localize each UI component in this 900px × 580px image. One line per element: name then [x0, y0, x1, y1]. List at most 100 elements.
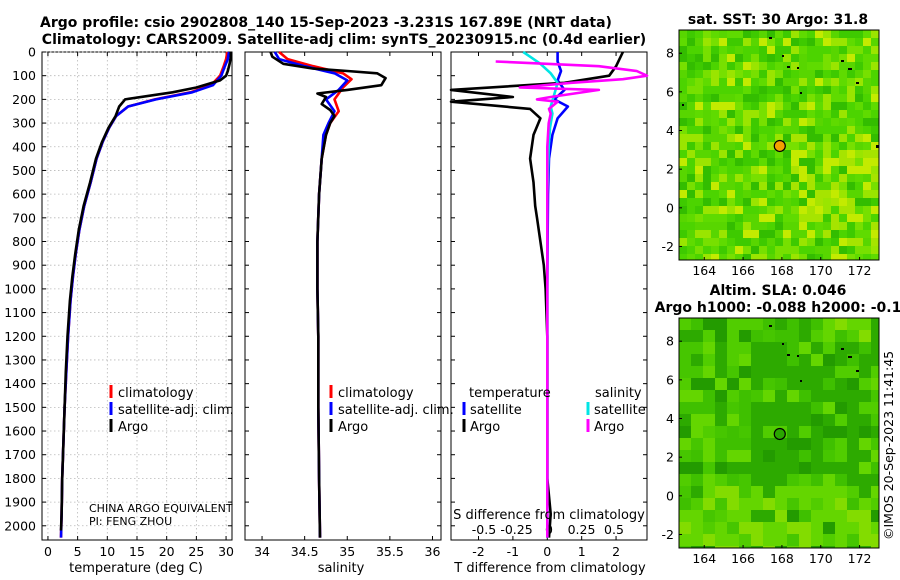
map-cell: [855, 94, 863, 102]
salinity-series: [269, 51, 387, 538]
map-cell: [691, 534, 703, 546]
map-cell: [815, 78, 823, 86]
map-cell: [775, 174, 783, 182]
map-cell: [787, 330, 799, 342]
map-cell: [799, 46, 807, 54]
map-cell: [811, 546, 823, 548]
map-cell: [751, 474, 763, 486]
map-cell: [847, 474, 859, 486]
x-tick-label: 2: [612, 544, 620, 559]
map-cell: [727, 546, 739, 548]
map-cell: [871, 134, 879, 142]
map-cell: [759, 38, 767, 46]
map-cell: [863, 94, 871, 102]
map-cell: [823, 254, 831, 260]
map-cell: [847, 62, 855, 70]
map-cell: [775, 62, 783, 70]
map-cell: [807, 182, 815, 190]
map-cell: [823, 190, 831, 198]
map-cell: [767, 134, 775, 142]
map-cell: [859, 390, 871, 402]
x-tick-label: 1: [578, 544, 586, 559]
map-cell: [815, 238, 823, 246]
map-cell: [727, 110, 735, 118]
map-cell: [739, 546, 751, 548]
map-cell: [751, 426, 763, 438]
map-cell: [799, 102, 807, 110]
map-cell: [743, 198, 751, 206]
map-cell: [695, 86, 703, 94]
map-cell: [775, 214, 783, 222]
map-cell: [791, 86, 799, 94]
map-cell: [847, 522, 859, 534]
map-cell: [791, 206, 799, 214]
map-cell: [847, 486, 859, 498]
map-cell: [767, 158, 775, 166]
map-cell: [835, 534, 847, 546]
map-cell: [727, 438, 739, 450]
map-cell: [703, 54, 711, 62]
map-cell: [727, 70, 735, 78]
map-cell: [695, 206, 703, 214]
map-cell: [739, 462, 751, 474]
map-cell: [679, 30, 687, 38]
map-cell: [863, 54, 871, 62]
map-cell: [751, 414, 763, 426]
map-cell: [691, 414, 703, 426]
map-cell: [727, 198, 735, 206]
depth-tick-label: 200: [12, 92, 36, 107]
map-cell: [703, 46, 711, 54]
map-cell: [759, 174, 767, 182]
map-cell: [767, 230, 775, 238]
s-diff-tick-label: -0.5: [472, 522, 496, 537]
map-y-tick-label: 8: [666, 334, 674, 349]
map-cell: [775, 450, 787, 462]
sla-map-frame: [678, 317, 880, 549]
map-cell: [735, 222, 743, 230]
depth-tick-label: 400: [12, 139, 36, 154]
map-cell: [687, 190, 695, 198]
map-cell: [855, 102, 863, 110]
map-cell: [863, 30, 871, 38]
map-cell: [735, 134, 743, 142]
map-cell: [839, 198, 847, 206]
depth-axis: 0 100 200 300 400 500 600 700 800 900 1000 1100 1200…: [4, 45, 36, 534]
map-cell: [751, 110, 759, 118]
figure-title-line1: Argo profile: csio 2902808_140 15-Sep-20…: [40, 15, 612, 31]
map-cell: [859, 366, 871, 378]
map-cell: [679, 38, 687, 46]
map-cell: [807, 214, 815, 222]
map-cell: [871, 62, 879, 70]
map-cell: [679, 546, 691, 548]
institution-note: CHINA ARGO EQUIVALENT: [89, 502, 233, 515]
map-cell: [815, 206, 823, 214]
map-cell: [715, 474, 727, 486]
map-cell: [711, 70, 719, 78]
map-cell: [679, 206, 687, 214]
map-cell: [823, 78, 831, 86]
map-cell: [791, 134, 799, 142]
map-cell: [703, 222, 711, 230]
map-cell: [847, 534, 859, 546]
map-cell: [775, 366, 787, 378]
map-cell: [703, 70, 711, 78]
map-cell: [871, 414, 879, 426]
map-cell: [735, 142, 743, 150]
map-cell: [735, 206, 743, 214]
map-cell: [715, 366, 727, 378]
map-cell: [751, 94, 759, 102]
map-cell: [719, 238, 727, 246]
map-cell: [871, 238, 879, 246]
map-cell: [859, 330, 871, 342]
map-cell: [691, 462, 703, 474]
map-cell: [735, 246, 743, 254]
map-cell: [847, 214, 855, 222]
map-cell: [711, 62, 719, 70]
map-cell: [759, 134, 767, 142]
map-cell: [751, 498, 763, 510]
map-cell: [855, 174, 863, 182]
map-cell: [859, 402, 871, 414]
map-cell: [863, 134, 871, 142]
map-cell: [743, 30, 751, 38]
map-cell: [679, 174, 687, 182]
